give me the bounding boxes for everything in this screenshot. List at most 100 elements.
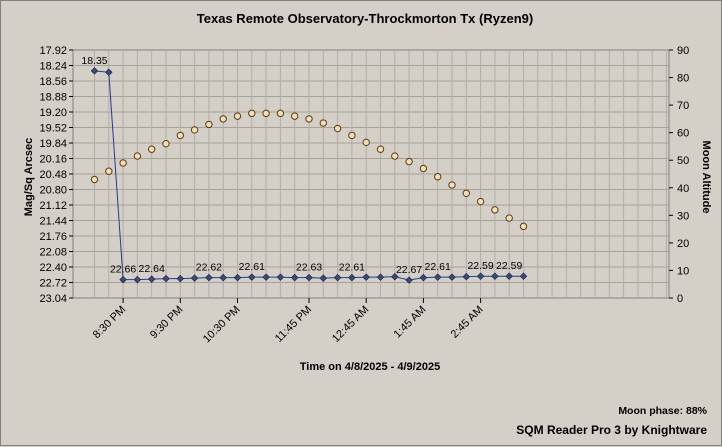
x-tick-label: 2:45 AM (449, 304, 486, 341)
sqm-point (276, 273, 285, 281)
data-label: 22.63 (296, 262, 322, 274)
sqm-point (133, 275, 142, 284)
y2-tick-label: 50 (677, 155, 689, 167)
sqm-point (333, 273, 342, 282)
y-tick-label: 22.08 (39, 247, 67, 259)
moon-altitude-point (348, 131, 356, 140)
x-tick-label: 8:30 PM (91, 304, 128, 341)
sqm-point (305, 273, 313, 282)
moon-altitude-point (176, 131, 185, 140)
moon-altitude-point (391, 152, 399, 160)
y2-tick-label: 90 (677, 45, 689, 57)
y2-tick-label: 40 (677, 183, 689, 195)
x-tick-label: 11:45 PM (273, 304, 314, 345)
moon-altitude-point (162, 139, 170, 148)
y-tick-label: 21.76 (39, 231, 67, 243)
data-label: 22.61 (239, 261, 265, 273)
grid-lines (73, 50, 669, 298)
sqm-point (448, 273, 456, 281)
moon-altitude-point (462, 189, 470, 197)
sqm-point (219, 273, 227, 282)
data-label: 22.62 (196, 262, 222, 274)
sqm-point (233, 273, 242, 282)
sqm-point (205, 273, 213, 282)
data-label: 22.59 (496, 260, 522, 272)
series-marks (90, 67, 528, 284)
sqm-point (362, 273, 370, 281)
y-tick-label: 19.84 (39, 138, 67, 150)
moon-altitude-point (119, 159, 127, 167)
y-tick-label: 18.56 (39, 76, 67, 88)
moon-altitude-point (276, 109, 285, 118)
x-axis-ticks: 8:30 PM 9:30 PM 10:30 PM 11:45 PM 12:45 AM 1:… (91, 298, 486, 345)
sqm-point (348, 273, 356, 282)
moon-altitude-point (90, 175, 99, 184)
y-tick-label: 22.40 (39, 262, 67, 274)
y2-tick-label: 30 (677, 210, 689, 222)
sqm-point (119, 275, 127, 284)
sqm-point (505, 272, 513, 280)
sqm-point (405, 276, 413, 284)
y2-tick-label: 10 (677, 265, 689, 277)
y-tick-label: 19.52 (39, 123, 67, 135)
x-tick-label: 9:30 PM (148, 304, 185, 341)
sqm-point (519, 272, 528, 280)
x-tick-label: 10:30 PM (201, 304, 243, 346)
sqm-point (162, 274, 170, 283)
data-label: 22.66 (110, 264, 136, 276)
x-axis-title: Time on 4/8/2025 - 4/9/2025 (300, 361, 440, 373)
moon-altitude-point (476, 197, 485, 206)
moon-altitude-point (133, 152, 142, 160)
software-credit: SQM Reader Pro 3 by Knightware (516, 423, 707, 437)
moon-altitude-point (148, 145, 156, 153)
moon-altitude-point (233, 112, 242, 120)
sqm-point (248, 273, 256, 281)
moon-altitude-point (362, 138, 370, 147)
data-label: 22.59 (467, 260, 493, 272)
y-tick-label: 21.12 (39, 200, 67, 212)
y-tick-label: 22.72 (39, 278, 67, 290)
data-label: 22.61 (339, 262, 365, 274)
sqm-point (190, 274, 199, 282)
moon-altitude-point (105, 167, 113, 175)
moon-altitude-point (319, 119, 327, 127)
moon-altitude-point (505, 214, 513, 222)
sqm-point (147, 275, 156, 283)
sqm-point (419, 273, 428, 282)
right-axis-ticks: 0 10 20 30 40 50 60 70 80 90 (669, 45, 689, 305)
y2-axis-title: Moon Altitude (700, 141, 712, 214)
moon-altitude-point (305, 115, 313, 123)
moon-altitude-point (205, 120, 213, 129)
y-tick-label: 18.88 (39, 92, 67, 104)
moon-phase-text: Moon phase: 88% (618, 405, 707, 417)
sqm-point (433, 273, 442, 281)
y-tick-label: 23.04 (39, 293, 67, 305)
moon-altitude-point (519, 222, 528, 231)
sqm-point (476, 272, 485, 280)
moon-altitude-point (491, 206, 499, 214)
data-label: 22.64 (139, 263, 165, 275)
sqm-point (262, 273, 270, 281)
sqm-point (491, 272, 499, 280)
moon-altitude-point (262, 109, 270, 118)
sqm-point (462, 272, 471, 281)
y2-tick-label: 0 (677, 293, 683, 305)
moon-altitude-point (419, 164, 428, 173)
y-tick-label: 20.80 (39, 185, 67, 197)
moon-altitude-point (248, 109, 256, 118)
y-tick-label: 18.24 (39, 61, 67, 73)
y-tick-label: 20.16 (39, 154, 67, 166)
chart-title: Texas Remote Observatory-Throckmorton Tx… (197, 11, 533, 26)
sqm-point (176, 274, 185, 283)
data-label: 22.61 (425, 261, 451, 273)
moon-altitude-point (219, 115, 227, 123)
y-tick-label: 19.20 (39, 107, 67, 119)
sqm-point (290, 273, 299, 282)
left-axis-ticks: 17.92 18.24 18.56 18.88 19.20 19.52 19.84 20.16… (39, 45, 73, 305)
data-label: 18.35 (81, 55, 107, 67)
sqm-point (376, 273, 385, 281)
sqm-point (319, 274, 328, 282)
